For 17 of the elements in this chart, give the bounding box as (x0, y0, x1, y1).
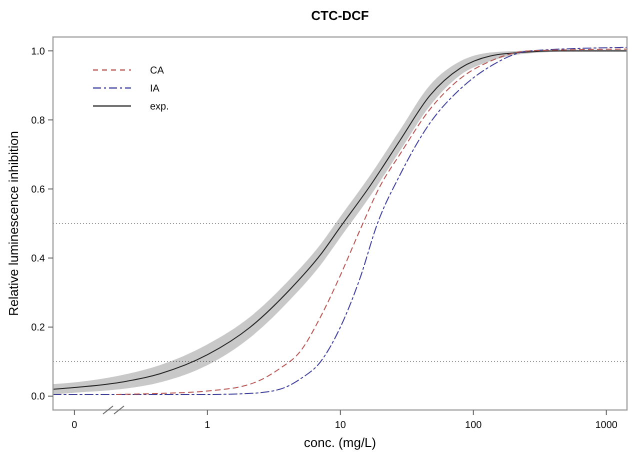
chart-title: CTC-DCF (311, 8, 369, 23)
x-tick-label: 1000 (595, 420, 618, 431)
legend-label: CA (150, 66, 164, 76)
y-tick-label: 0.2 (31, 322, 46, 334)
y-tick-label: 0.0 (31, 392, 46, 403)
y-tick-label: 0.4 (31, 254, 46, 265)
legend-label: IA (150, 84, 160, 94)
x-axis-title: conc. (mg/L) (304, 435, 376, 450)
x-tick-label: 1 (204, 420, 211, 431)
x-tick-label: 100 (465, 420, 482, 431)
y-tick-label: 0.8 (31, 115, 46, 126)
y-tick-label: 0.6 (31, 184, 46, 196)
x-tick-label: 10 (334, 420, 346, 431)
y-axis-title: Relative luminescence inhibition (6, 131, 21, 316)
x-tick-label: 0 (72, 420, 78, 431)
y-tick-label: 1.0 (31, 46, 46, 58)
legend-label: exp. (150, 102, 169, 112)
